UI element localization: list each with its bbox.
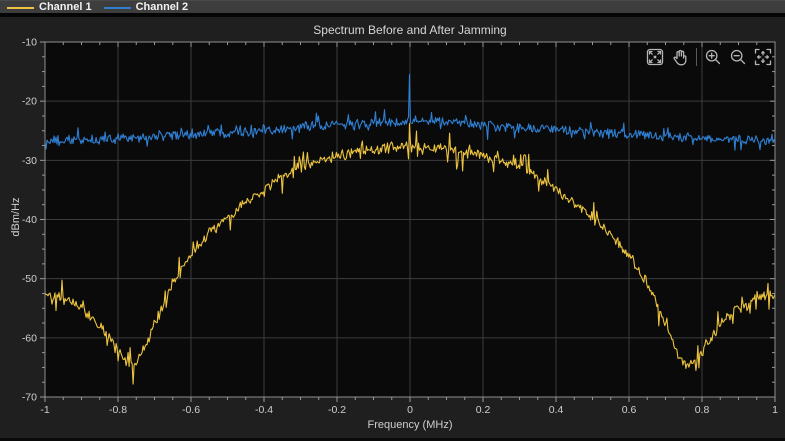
y-tick-label: -10 [22, 37, 37, 49]
series-channel-2 [45, 73, 775, 151]
legend-label-channel-1: Channel 1 [39, 1, 92, 13]
y-tick-label: -70 [22, 392, 37, 404]
restore-view-icon [646, 48, 664, 66]
series-channel-1 [45, 123, 775, 385]
x-tick-label: -0.8 [109, 404, 127, 416]
axes-toolbar [644, 46, 774, 68]
y-tick-label: -60 [22, 332, 37, 344]
toolbar-separator [696, 48, 697, 66]
expand-button[interactable] [752, 46, 774, 68]
zoom-in-button[interactable] [702, 46, 724, 68]
restore-view-button[interactable] [644, 46, 666, 68]
legend-item-channel-1[interactable]: Channel 1 [7, 1, 92, 14]
y-tick-label: -30 [22, 155, 37, 167]
y-tick-label: -20 [22, 96, 37, 108]
x-tick-label: -0.2 [328, 404, 346, 416]
x-tick-label: -0.4 [255, 404, 273, 416]
chart-title: Spectrum Before and After Jamming [313, 23, 507, 37]
y-tick-label: -40 [22, 214, 37, 226]
channel-1-line-swatch [7, 6, 34, 9]
legend-label-channel-2: Channel 2 [135, 1, 189, 13]
legend-bar: Channel 1 Channel 2 [0, 0, 785, 14]
zoom-out-icon [730, 49, 746, 65]
window-bottom-edge [0, 438, 785, 441]
axes-border [44, 41, 776, 398]
x-tick-label: 0.4 [549, 404, 564, 416]
plot-region: Spectrum Before and After Jamming -1 -0.8… [0, 17, 785, 441]
x-tick-label: -0.6 [182, 404, 200, 416]
x-axis-label: Frequency (MHz) [367, 419, 453, 431]
pan-hand-icon [673, 49, 687, 66]
y-axis-label: dBm/Hz [10, 197, 22, 237]
channel-2-line-swatch [103, 6, 131, 9]
plot-canvas[interactable]: -1 -0.8 -0.6 -0.4 -0.2 0 0.2 0.4 0.6 0.8 1 -70 -60 -5… [0, 17, 785, 441]
pan-button[interactable] [669, 46, 691, 68]
legend-item-channel-2[interactable]: Channel 2 [103, 1, 189, 14]
legend-separator [0, 13, 785, 17]
x-tick-label: 0.6 [622, 404, 637, 416]
expand-icon [754, 48, 772, 66]
zoom-in-icon [705, 49, 721, 65]
x-tick-label: 0 [407, 404, 413, 416]
y-tick-label: -50 [22, 273, 37, 285]
x-tick-label: 1 [772, 404, 778, 416]
zoom-out-button[interactable] [727, 46, 749, 68]
x-tick-label: 0.8 [695, 404, 710, 416]
x-tick-label: -1 [40, 404, 49, 416]
x-tick-label: 0.2 [476, 404, 491, 416]
